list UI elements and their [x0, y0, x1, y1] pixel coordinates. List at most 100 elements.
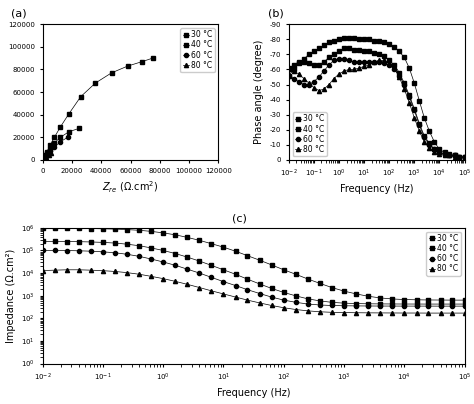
- 60 °C: [47, 149, 53, 154]
- 30 °C: [414, 297, 419, 302]
- 30 °C: [427, 129, 432, 134]
- 80 °C: [442, 153, 447, 158]
- 80 °C: [336, 72, 342, 76]
- 40 °C: [184, 255, 190, 259]
- 80 °C: [233, 295, 238, 299]
- 60 °C: [421, 135, 427, 140]
- 60 °C: [305, 302, 310, 307]
- 60 °C: [392, 67, 397, 72]
- 40 °C: [281, 290, 287, 295]
- 80 °C: [356, 65, 362, 70]
- 80 °C: [417, 129, 422, 134]
- 30 °C: [401, 297, 407, 302]
- 60 °C: [331, 58, 337, 63]
- Line: 30 °C: 30 °C: [41, 226, 466, 302]
- 60 °C: [456, 155, 462, 160]
- 60 °C: [40, 158, 46, 162]
- 80 °C: [329, 310, 335, 315]
- Line: 40 °C: 40 °C: [41, 240, 466, 306]
- Legend: 30 °C, 40 °C, 60 °C, 80 °C: 30 °C, 40 °C, 60 °C, 80 °C: [292, 112, 327, 156]
- 40 °C: [40, 157, 46, 162]
- Line: 30 °C: 30 °C: [287, 36, 466, 159]
- 60 °C: [437, 150, 442, 155]
- X-axis label: $Z_{re}$ ($\Omega$.cm$^2$): $Z_{re}$ ($\Omega$.cm$^2$): [102, 179, 159, 195]
- 40 °C: [442, 152, 447, 156]
- 30 °C: [331, 38, 337, 43]
- 80 °C: [351, 67, 357, 72]
- 40 °C: [76, 239, 82, 244]
- 30 °C: [40, 226, 46, 231]
- 60 °C: [52, 248, 58, 253]
- 80 °C: [447, 153, 452, 158]
- 40 °C: [331, 52, 337, 57]
- 60 °C: [417, 123, 422, 128]
- 80 °C: [376, 58, 382, 63]
- 30 °C: [354, 292, 359, 297]
- 60 °C: [124, 252, 130, 257]
- 40 °C: [148, 246, 154, 250]
- 30 °C: [341, 289, 347, 294]
- 40 °C: [354, 301, 359, 306]
- 80 °C: [438, 311, 443, 316]
- 80 °C: [40, 157, 46, 162]
- 80 °C: [160, 276, 166, 281]
- 60 °C: [269, 295, 274, 299]
- 30 °C: [462, 298, 467, 303]
- 60 °C: [366, 59, 372, 64]
- 60 °C: [184, 267, 190, 271]
- 30 °C: [317, 281, 323, 286]
- 30 °C: [442, 150, 447, 155]
- 80 °C: [269, 303, 274, 308]
- 30 °C: [137, 228, 142, 233]
- 40 °C: [371, 50, 377, 55]
- 40 °C: [376, 52, 382, 57]
- 30 °C: [41, 155, 47, 160]
- 80 °C: [293, 307, 299, 312]
- 60 °C: [376, 59, 382, 64]
- 60 °C: [438, 304, 443, 309]
- 80 °C: [401, 87, 407, 92]
- 60 °C: [389, 304, 395, 309]
- 30 °C: [40, 157, 46, 162]
- 40 °C: [286, 65, 292, 70]
- Text: (b): (b): [268, 9, 283, 19]
- 40 °C: [52, 239, 58, 244]
- 30 °C: [389, 297, 395, 301]
- 30 °C: [220, 245, 226, 250]
- 30 °C: [431, 139, 437, 144]
- 30 °C: [452, 153, 457, 158]
- 80 °C: [414, 311, 419, 316]
- 40 °C: [341, 46, 347, 51]
- 80 °C: [361, 64, 367, 69]
- 80 °C: [291, 69, 297, 74]
- 30 °C: [245, 253, 250, 258]
- Line: 30 °C: 30 °C: [41, 56, 155, 162]
- 60 °C: [160, 259, 166, 264]
- 80 °C: [381, 58, 387, 63]
- 30 °C: [336, 37, 342, 42]
- 40 °C: [43, 154, 48, 158]
- 80 °C: [88, 268, 94, 273]
- 60 °C: [197, 271, 202, 276]
- 80 °C: [392, 65, 397, 70]
- 80 °C: [396, 75, 402, 80]
- 60 °C: [57, 139, 63, 144]
- 60 °C: [371, 59, 377, 64]
- 60 °C: [40, 157, 46, 162]
- 80 °C: [331, 76, 337, 81]
- 40 °C: [64, 239, 70, 244]
- 60 °C: [386, 63, 392, 67]
- 40 °C: [414, 302, 419, 307]
- 30 °C: [425, 297, 431, 302]
- 80 °C: [366, 63, 372, 67]
- 40 °C: [425, 302, 431, 307]
- 40 °C: [173, 251, 178, 256]
- 80 °C: [411, 115, 417, 120]
- 30 °C: [160, 230, 166, 235]
- 30 °C: [281, 267, 287, 272]
- Y-axis label: $- Z_{im}$ ($\Omega$.cm$^2$): $- Z_{im}$ ($\Omega$.cm$^2$): [0, 59, 2, 125]
- 40 °C: [296, 59, 301, 64]
- 60 °C: [306, 82, 312, 87]
- 30 °C: [376, 38, 382, 43]
- 40 °C: [329, 300, 335, 305]
